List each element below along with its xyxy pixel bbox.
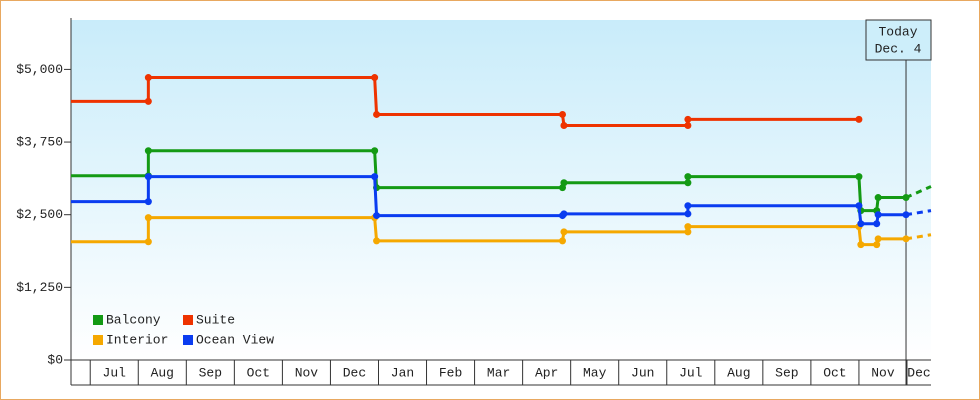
x-tick-label: Aug	[727, 365, 750, 380]
legend-swatch	[183, 315, 193, 325]
x-tick-label: Feb	[439, 365, 462, 380]
point	[558, 110, 566, 118]
y-tick-label: $3,750	[16, 134, 63, 149]
point	[684, 121, 692, 129]
point	[857, 220, 865, 228]
x-tick-label: May	[583, 365, 607, 380]
plot-area	[71, 20, 931, 360]
point	[560, 179, 568, 187]
point	[684, 202, 692, 210]
point	[855, 173, 863, 181]
today-label: Dec. 4	[875, 41, 922, 56]
legend-label: Suite	[196, 312, 235, 327]
point	[144, 74, 152, 82]
point	[144, 238, 152, 246]
point	[144, 97, 152, 105]
x-tick-label: Jul	[103, 365, 127, 380]
point	[684, 179, 692, 187]
series-forecast	[905, 233, 932, 241]
legend-label: Interior	[106, 332, 168, 347]
x-tick-label: Dec	[907, 365, 930, 380]
legend-swatch	[93, 335, 103, 345]
point	[902, 211, 910, 219]
y-tick-label: $2,500	[16, 207, 63, 222]
series-forecast	[905, 185, 932, 199]
today-label: Today	[878, 24, 917, 39]
point	[684, 115, 692, 123]
point	[373, 237, 381, 245]
point	[902, 235, 910, 243]
point	[902, 194, 910, 202]
point	[684, 228, 692, 236]
point	[873, 241, 881, 249]
x-tick-label: Sep	[199, 365, 222, 380]
point	[855, 115, 863, 123]
x-tick-label: Apr	[535, 365, 558, 380]
point	[144, 173, 152, 181]
point	[857, 241, 865, 249]
point	[373, 110, 381, 118]
point	[855, 202, 863, 210]
point	[874, 211, 882, 219]
legend-swatch	[183, 335, 193, 345]
point	[373, 212, 381, 220]
point	[371, 147, 379, 155]
x-tick-label: Oct	[247, 365, 270, 380]
point	[560, 121, 568, 129]
point	[371, 173, 379, 181]
point	[371, 74, 379, 82]
point	[558, 237, 566, 245]
legend-swatch	[93, 315, 103, 325]
x-tick-label: Sep	[775, 365, 798, 380]
point	[874, 194, 882, 202]
point	[144, 214, 152, 222]
point	[874, 235, 882, 243]
y-tick-label: $1,250	[16, 280, 63, 295]
y-tick-label: $5,000	[16, 62, 63, 77]
point	[684, 173, 692, 181]
point	[144, 198, 152, 206]
point	[684, 210, 692, 218]
series-forecast	[905, 209, 932, 217]
x-tick-label: Aug	[151, 365, 174, 380]
point	[560, 228, 568, 236]
x-tick-label: Dec	[343, 365, 366, 380]
point	[684, 223, 692, 231]
point	[873, 220, 881, 228]
x-tick-label: Oct	[823, 365, 846, 380]
x-tick-label: Nov	[295, 365, 319, 380]
x-tick-label: Jun	[631, 365, 654, 380]
point	[560, 210, 568, 218]
point	[144, 147, 152, 155]
legend-label: Ocean View	[196, 332, 274, 347]
today-box	[865, 19, 932, 61]
y-tick-label: $0	[47, 352, 63, 367]
x-tick-label: Nov	[871, 365, 895, 380]
x-tick-label: Mar	[487, 365, 510, 380]
legend-label: Balcony	[106, 312, 161, 327]
x-tick-label: Jul	[679, 365, 703, 380]
x-tick-label: Jan	[391, 365, 414, 380]
